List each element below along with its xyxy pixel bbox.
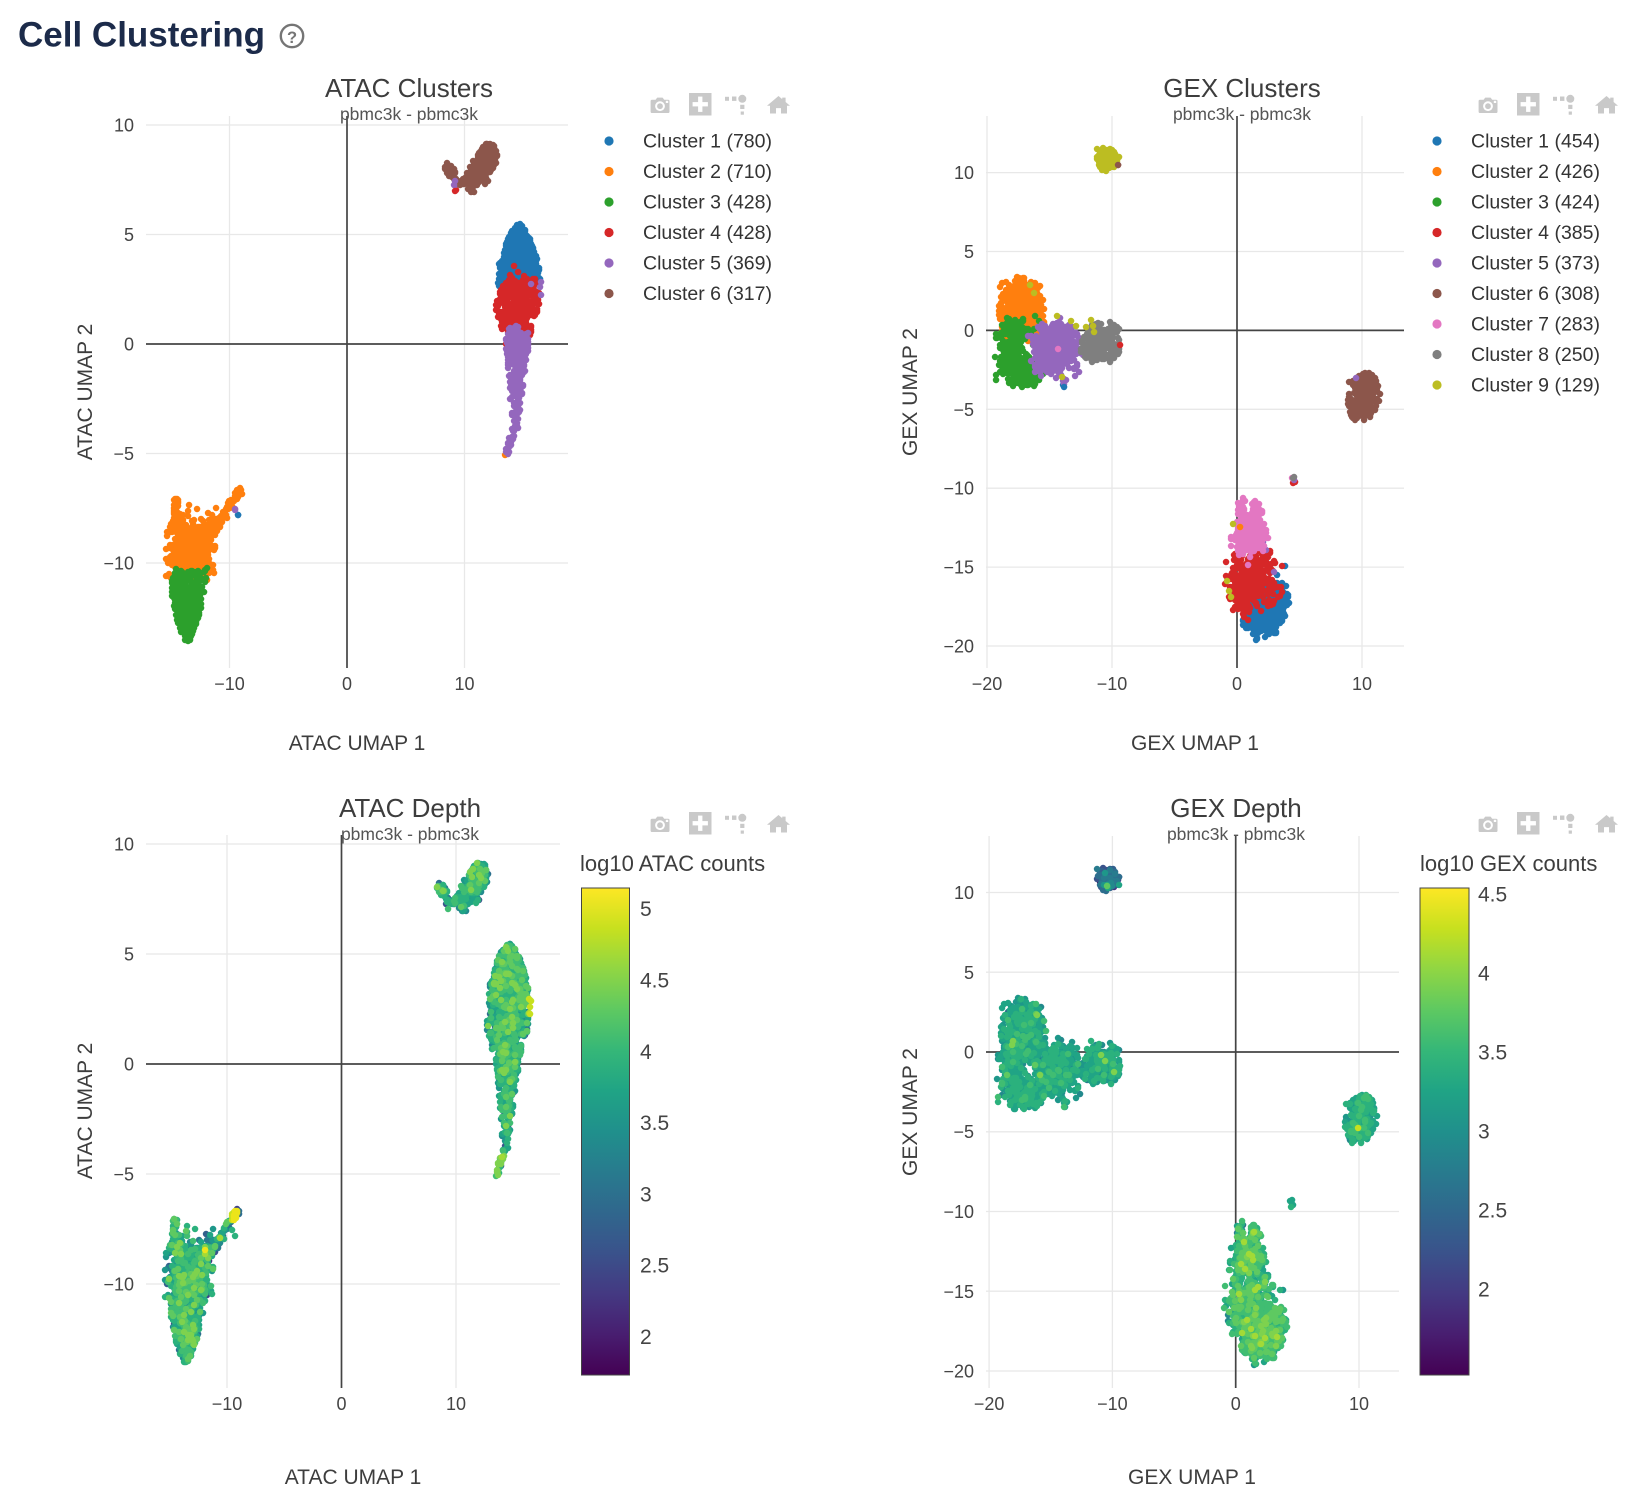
- svg-text:Cluster 6 (317): Cluster 6 (317): [643, 283, 772, 305]
- svg-text:Cluster 7 (283): Cluster 7 (283): [1471, 314, 1600, 336]
- svg-text:10: 10: [1352, 674, 1372, 694]
- svg-text:−10: −10: [212, 1394, 243, 1414]
- svg-text:GEX UMAP 1: GEX UMAP 1: [1131, 732, 1259, 755]
- svg-text:GEX UMAP 2: GEX UMAP 2: [899, 1048, 922, 1176]
- svg-text:Cluster 5 (369): Cluster 5 (369): [643, 253, 772, 275]
- svg-text:3.5: 3.5: [1478, 1041, 1507, 1064]
- svg-text:4: 4: [1478, 962, 1490, 985]
- svg-text:−10: −10: [103, 554, 134, 574]
- svg-text:ATAC UMAP 2: ATAC UMAP 2: [74, 1043, 97, 1180]
- svg-text:ATAC UMAP 1: ATAC UMAP 1: [289, 732, 426, 755]
- svg-text:3: 3: [640, 1183, 652, 1206]
- svg-text:4: 4: [640, 1041, 652, 1064]
- svg-text:5: 5: [964, 242, 974, 262]
- svg-text:5: 5: [124, 225, 134, 245]
- svg-text:GEX UMAP 2: GEX UMAP 2: [899, 328, 922, 456]
- svg-text:0: 0: [124, 335, 134, 355]
- svg-text:pbmc3k - pbmc3k: pbmc3k - pbmc3k: [1167, 824, 1305, 844]
- svg-text:10: 10: [1349, 1394, 1369, 1414]
- svg-text:−20: −20: [972, 674, 1003, 694]
- svg-text:−15: −15: [943, 558, 974, 578]
- svg-text:2: 2: [640, 1326, 652, 1349]
- svg-text:5: 5: [124, 945, 134, 965]
- svg-text:Cluster 4 (385): Cluster 4 (385): [1471, 222, 1600, 244]
- svg-text:pbmc3k - pbmc3k: pbmc3k - pbmc3k: [340, 104, 478, 124]
- svg-text:10: 10: [454, 674, 474, 694]
- svg-text:−20: −20: [974, 1394, 1005, 1414]
- svg-text:Cluster 3 (428): Cluster 3 (428): [643, 192, 772, 214]
- svg-text:3.5: 3.5: [640, 1112, 669, 1135]
- svg-text:ATAC UMAP 1: ATAC UMAP 1: [285, 1466, 422, 1489]
- svg-text:Cluster 3 (424): Cluster 3 (424): [1471, 192, 1600, 214]
- svg-text:−10: −10: [214, 674, 245, 694]
- svg-text:Cluster 8 (250): Cluster 8 (250): [1471, 344, 1600, 366]
- svg-text:4.5: 4.5: [1478, 883, 1507, 906]
- svg-text:−10: −10: [1097, 674, 1128, 694]
- svg-text:−10: −10: [943, 479, 974, 499]
- svg-text:log10 ATAC counts: log10 ATAC counts: [580, 851, 765, 876]
- svg-text:2.5: 2.5: [1478, 1199, 1507, 1222]
- svg-text:0: 0: [1231, 1394, 1241, 1414]
- svg-text:Cluster 2 (426): Cluster 2 (426): [1471, 161, 1600, 183]
- svg-text:GEX Depth: GEX Depth: [1170, 793, 1302, 823]
- svg-text:5: 5: [964, 963, 974, 983]
- svg-text:Cluster 2 (710): Cluster 2 (710): [643, 161, 772, 183]
- svg-text:10: 10: [954, 883, 974, 903]
- svg-text:−10: −10: [103, 1275, 134, 1295]
- svg-text:ATAC Clusters: ATAC Clusters: [325, 73, 493, 103]
- svg-text:0: 0: [336, 1394, 346, 1414]
- svg-text:Cluster 1 (780): Cluster 1 (780): [643, 131, 772, 153]
- svg-text:Cell Clustering: Cell Clustering: [18, 16, 265, 55]
- svg-text:−5: −5: [113, 444, 134, 464]
- svg-text:2: 2: [1478, 1278, 1490, 1301]
- svg-text:GEX Clusters: GEX Clusters: [1163, 73, 1321, 103]
- svg-text:ATAC UMAP 2: ATAC UMAP 2: [74, 324, 97, 461]
- svg-text:5: 5: [640, 898, 652, 921]
- svg-text:−20: −20: [943, 1362, 974, 1382]
- svg-text:0: 0: [342, 674, 352, 694]
- svg-text:0: 0: [964, 321, 974, 341]
- svg-text:3: 3: [1478, 1120, 1490, 1143]
- svg-text:Cluster 6 (308): Cluster 6 (308): [1471, 283, 1600, 305]
- svg-text:GEX UMAP 1: GEX UMAP 1: [1128, 1466, 1256, 1489]
- svg-text:−5: −5: [953, 400, 974, 420]
- svg-text:10: 10: [954, 163, 974, 183]
- svg-text:pbmc3k - pbmc3k: pbmc3k - pbmc3k: [1173, 104, 1311, 124]
- svg-text:−20: −20: [943, 637, 974, 657]
- svg-text:10: 10: [114, 835, 134, 855]
- svg-text:ATAC Depth: ATAC Depth: [339, 793, 481, 823]
- svg-text:4.5: 4.5: [640, 970, 669, 993]
- svg-text:?: ?: [287, 29, 297, 47]
- svg-text:−15: −15: [943, 1282, 974, 1302]
- svg-text:−5: −5: [953, 1122, 974, 1142]
- svg-text:0: 0: [964, 1043, 974, 1063]
- svg-text:Cluster 5 (373): Cluster 5 (373): [1471, 253, 1600, 275]
- svg-text:−10: −10: [943, 1202, 974, 1222]
- svg-text:10: 10: [446, 1394, 466, 1414]
- svg-text:log10 GEX counts: log10 GEX counts: [1420, 851, 1597, 876]
- svg-text:Cluster 9 (129): Cluster 9 (129): [1471, 375, 1600, 397]
- svg-text:pbmc3k - pbmc3k: pbmc3k - pbmc3k: [341, 824, 479, 844]
- svg-text:−5: −5: [113, 1165, 134, 1185]
- svg-text:Cluster 4 (428): Cluster 4 (428): [643, 222, 772, 244]
- svg-text:0: 0: [124, 1055, 134, 1075]
- svg-text:2.5: 2.5: [640, 1255, 669, 1278]
- svg-text:10: 10: [114, 116, 134, 136]
- svg-text:−10: −10: [1097, 1394, 1128, 1414]
- svg-text:Cluster 1 (454): Cluster 1 (454): [1471, 131, 1600, 153]
- svg-text:0: 0: [1232, 674, 1242, 694]
